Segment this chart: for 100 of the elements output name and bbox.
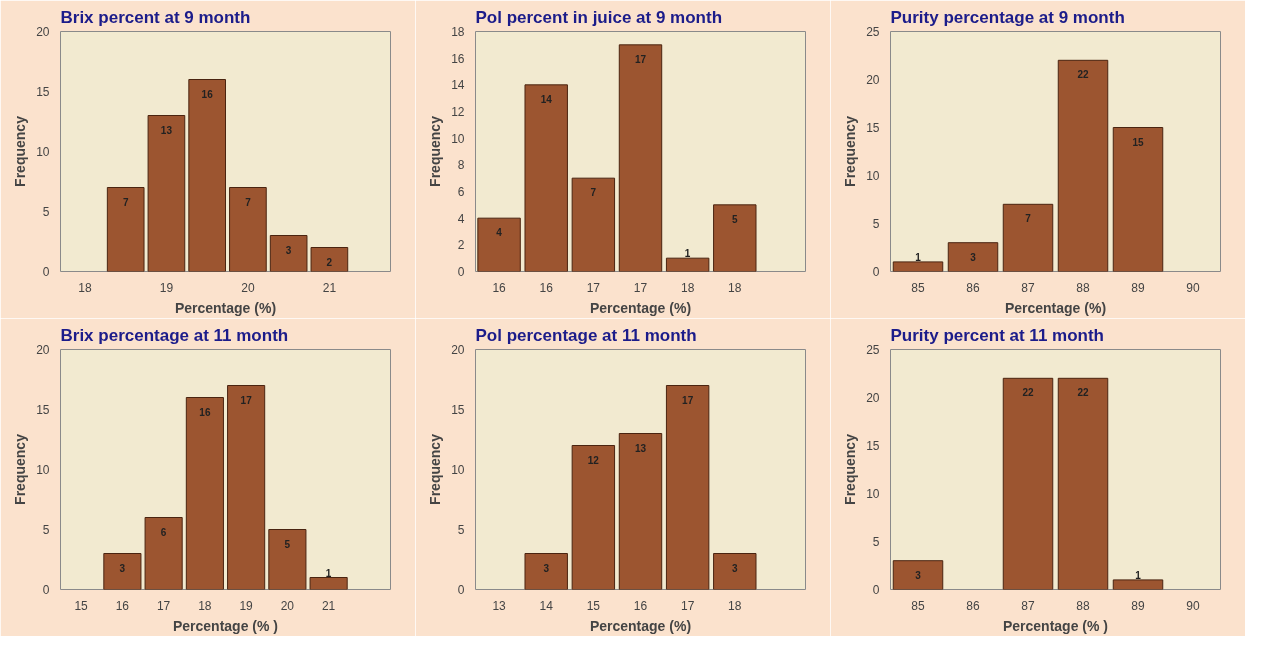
- x-axis-title: Percentage (%): [174, 299, 277, 316]
- y-tick-label: 20: [866, 391, 880, 405]
- x-tick-label: 17: [633, 280, 648, 295]
- y-tick-label: 0: [42, 265, 50, 279]
- y-tick-label: 20: [36, 343, 50, 357]
- x-axis-title: Percentage (%): [1004, 299, 1107, 316]
- data-label: 4: [496, 227, 503, 239]
- y-tick-label: 10: [36, 145, 50, 159]
- x-tick-label: 20: [280, 598, 295, 613]
- data-label: 2: [326, 256, 333, 268]
- y-tick-label: 15: [866, 439, 880, 453]
- data-label: 5: [732, 213, 738, 225]
- x-tick-label: 21: [321, 598, 336, 613]
- y-tick-label: 0: [457, 265, 465, 279]
- y-axis-title: Frequency: [842, 115, 859, 187]
- x-axis-title: Percentage (% ): [1002, 617, 1109, 634]
- data-label: 3: [915, 569, 922, 581]
- y-tick-label: 0: [872, 583, 880, 597]
- y-axis-title: Frequency: [12, 433, 29, 505]
- y-tick-label: 16: [451, 51, 465, 66]
- y-tick-label: 20: [36, 25, 50, 39]
- data-label: 17: [682, 394, 694, 406]
- data-label: 1: [1135, 569, 1142, 581]
- x-tick-label: 18: [680, 280, 695, 295]
- x-tick-label: 87: [1021, 280, 1035, 295]
- x-tick-label: 17: [586, 280, 601, 295]
- x-tick-label: 16: [539, 280, 554, 295]
- y-axis-title: Frequency: [12, 115, 29, 187]
- data-label: 3: [543, 562, 550, 574]
- chart-title: Brix percentage at 11 month: [60, 325, 289, 345]
- y-tick-label: 15: [36, 85, 50, 99]
- y-tick-label: 15: [36, 403, 50, 417]
- chart-title: Pol percent in juice at 9 month: [475, 7, 723, 27]
- y-tick-label: 20: [451, 343, 465, 357]
- data-label: 12: [587, 454, 600, 466]
- data-label: 22: [1077, 69, 1089, 81]
- y-tick-label: 0: [457, 583, 465, 597]
- x-axis-title: Percentage (% ): [172, 617, 279, 634]
- data-label: 16: [199, 406, 211, 418]
- y-tick-label: 10: [451, 463, 465, 477]
- y-tick-label: 5: [457, 523, 465, 537]
- chart-title: Purity percentage at 9 month: [890, 7, 1125, 27]
- data-label: 3: [285, 244, 292, 256]
- x-tick-label: 89: [1131, 280, 1145, 295]
- x-tick-label: 13: [492, 598, 507, 613]
- x-tick-label: 18: [78, 280, 92, 295]
- x-tick-label: 16: [115, 598, 130, 613]
- x-axis-title: Percentage (%): [589, 299, 692, 316]
- y-axis-title: Frequency: [427, 115, 444, 187]
- data-label: 7: [245, 196, 252, 208]
- y-tick-label: 12: [451, 105, 465, 119]
- x-tick-label: 19: [159, 280, 174, 295]
- y-tick-label: 4: [457, 211, 465, 226]
- chart-title: Pol percentage at 11 month: [475, 325, 697, 345]
- x-tick-label: 19: [239, 598, 254, 613]
- x-tick-label: 18: [728, 598, 742, 613]
- y-tick-label: 10: [36, 463, 50, 477]
- y-tick-label: 10: [866, 487, 880, 501]
- data-label: 15: [1132, 136, 1144, 148]
- y-tick-label: 15: [451, 403, 465, 417]
- data-label: 22: [1022, 387, 1034, 399]
- x-tick-label: 17: [680, 598, 695, 613]
- chart-title: Purity percent at 11 month: [890, 325, 1104, 345]
- x-tick-label: 16: [492, 280, 507, 295]
- x-tick-label: 85: [911, 280, 925, 295]
- data-label: 5: [284, 538, 291, 550]
- x-tick-label: 15: [74, 598, 89, 613]
- data-label: 1: [325, 567, 332, 579]
- x-tick-label: 86: [966, 598, 980, 613]
- data-label: 3: [119, 562, 126, 574]
- y-tick-label: 14: [451, 78, 465, 93]
- y-tick-label: 15: [866, 121, 880, 135]
- x-tick-label: 89: [1131, 598, 1145, 613]
- y-tick-label: 8: [457, 158, 465, 173]
- data-label: 1: [684, 248, 691, 260]
- y-tick-label: 5: [42, 523, 50, 537]
- y-tick-label: 5: [872, 217, 880, 231]
- y-tick-label: 25: [866, 343, 880, 357]
- data-label: 14: [540, 93, 553, 105]
- y-tick-label: 20: [866, 73, 880, 87]
- y-tick-label: 0: [872, 265, 880, 279]
- y-tick-label: 2: [457, 238, 465, 253]
- x-tick-label: 18: [198, 598, 212, 613]
- x-axis-title: Percentage (%): [589, 617, 692, 634]
- y-tick-label: 0: [42, 583, 50, 597]
- data-label: 7: [590, 187, 597, 199]
- x-tick-label: 90: [1186, 280, 1200, 295]
- x-tick-label: 88: [1076, 280, 1090, 295]
- x-tick-label: 88: [1076, 598, 1090, 613]
- y-tick-label: 10: [866, 169, 880, 183]
- data-label: 17: [240, 394, 253, 406]
- y-axis-title: Frequency: [427, 433, 444, 505]
- chart-title: Brix percent at 9 month: [60, 7, 251, 27]
- y-tick-label: 5: [42, 205, 50, 219]
- data-label: 1: [915, 251, 922, 263]
- x-tick-label: 14: [539, 598, 554, 613]
- x-tick-label: 21: [322, 280, 337, 295]
- data-label: 7: [1025, 213, 1032, 225]
- data-label: 17: [634, 53, 647, 65]
- data-label: 3: [970, 251, 977, 263]
